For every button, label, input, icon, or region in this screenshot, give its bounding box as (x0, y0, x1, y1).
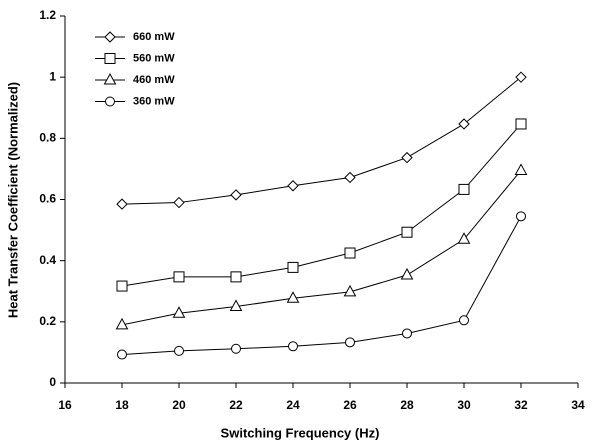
data-point (514, 163, 528, 175)
data-point (458, 118, 470, 130)
data-point (231, 343, 241, 354)
data-point (345, 337, 355, 348)
data-point (516, 211, 526, 222)
x-tick-label: 24 (286, 398, 300, 412)
data-point (117, 349, 127, 360)
y-tick-label: 1.2 (39, 8, 56, 22)
data-point (287, 261, 299, 273)
data-point (172, 306, 186, 318)
legend-marker (105, 96, 115, 107)
series-line (121, 123, 522, 287)
y-tick-label: 1 (49, 69, 56, 83)
data-point (286, 291, 300, 303)
data-point (458, 183, 470, 195)
data-point (343, 284, 357, 297)
y-tick-label: 0.4 (39, 253, 56, 267)
x-tick-label: 16 (58, 398, 72, 412)
data-point (230, 189, 242, 201)
y-tick-label: 0.6 (39, 192, 56, 206)
data-point (515, 71, 527, 83)
legend-label: 560 mW (133, 52, 175, 64)
legend-marker (103, 72, 117, 85)
x-tick-label: 28 (400, 398, 414, 412)
data-point (344, 247, 356, 259)
x-tick-label: 18 (115, 398, 129, 412)
data-point (174, 345, 184, 356)
data-point (173, 196, 185, 209)
y-tick-label: 0.8 (39, 131, 56, 145)
data-point (344, 171, 356, 184)
data-point (402, 328, 412, 339)
x-tick-label: 32 (514, 398, 528, 412)
data-point (115, 317, 129, 330)
data-point (287, 180, 299, 192)
series-line (121, 76, 522, 205)
data-point (116, 198, 128, 210)
y-tick-label: 0.2 (39, 314, 56, 328)
data-point (173, 271, 185, 283)
y-axis-label: Heat Transfer Coefficient (Normalized) (5, 82, 20, 318)
x-tick-label: 26 (343, 398, 357, 412)
data-point (457, 232, 471, 244)
data-point (400, 268, 414, 280)
data-point (230, 271, 242, 283)
data-point (459, 315, 469, 326)
legend-label: 460 mW (133, 74, 175, 86)
y-tick-label: 0 (49, 375, 56, 389)
x-tick-label: 30 (457, 398, 471, 412)
legend-label: 660 mW (133, 31, 175, 43)
x-tick-label: 34 (571, 398, 585, 412)
data-point (288, 341, 298, 352)
x-tick-label: 22 (229, 398, 243, 412)
x-axis-label: Switching Frequency (Hz) (221, 425, 380, 440)
legend-marker (104, 53, 116, 64)
series-line (121, 216, 522, 356)
legend-label: 360 mW (133, 95, 175, 107)
series-line (121, 170, 522, 326)
legend-marker (104, 31, 116, 43)
data-point (515, 118, 527, 130)
data-point (116, 280, 128, 292)
data-point (401, 226, 413, 238)
data-point (229, 299, 243, 312)
x-tick-label: 20 (172, 398, 186, 412)
data-point (401, 151, 413, 164)
